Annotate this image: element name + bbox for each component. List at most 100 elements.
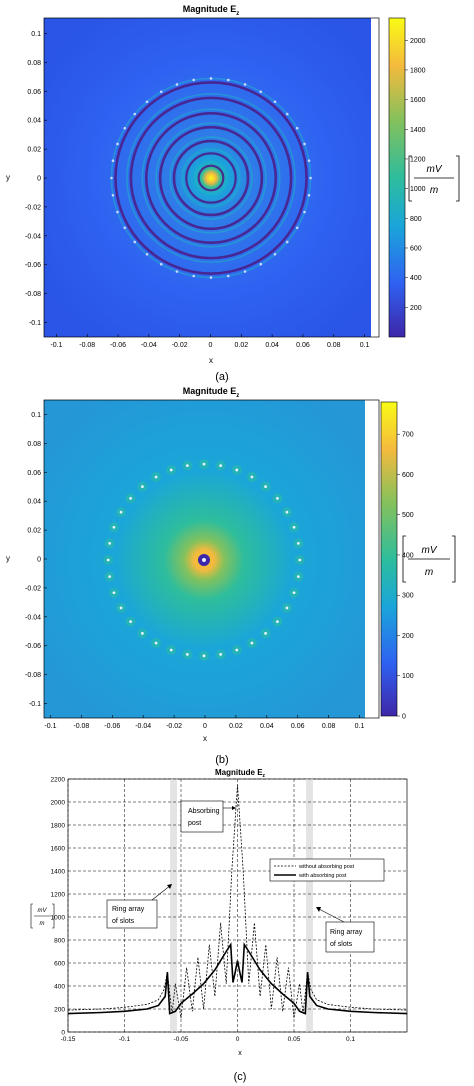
slot — [111, 159, 115, 163]
y-tick-label: -0.02 — [25, 585, 41, 592]
slot — [192, 78, 196, 82]
y-tick-label: 0 — [61, 1030, 65, 1037]
unit-label-a: mV m — [408, 155, 460, 202]
colorbar-tick-label: 400 — [402, 552, 414, 559]
y-tick-label: 1200 — [51, 892, 66, 899]
x-tick-label: -0.06 — [110, 342, 126, 349]
slot — [145, 100, 149, 104]
slot — [243, 270, 247, 273]
y-tick-label: 0 — [37, 557, 41, 564]
absorbing-post-center — [202, 558, 206, 562]
svg-text:mV: mV — [422, 545, 438, 556]
colorbar-tick-label: 2000 — [410, 38, 426, 45]
y-tick-label: 1600 — [51, 846, 66, 853]
y-tick-label: -0.08 — [25, 291, 41, 298]
x-tick-label: -0.02 — [172, 342, 188, 349]
x-tick-label: -0.08 — [79, 342, 95, 349]
svg-text:Absorbing: Absorbing — [188, 808, 220, 815]
x-tick-label: 0.06 — [296, 342, 310, 349]
slot — [116, 210, 119, 214]
slot — [159, 262, 163, 266]
colorbar-b — [380, 401, 398, 717]
y-tick-label: 200 — [54, 1007, 65, 1014]
slot — [296, 541, 300, 545]
colorbar-ticks-b: 700 600 500 400 300 200 100 0 — [397, 432, 414, 721]
slot-band-right — [306, 779, 313, 1032]
y-tick-label: 0.02 — [27, 147, 41, 154]
slot — [276, 497, 279, 500]
x-tick-label: 0.1 — [355, 723, 365, 730]
svg-text:Ring array: Ring array — [112, 906, 145, 913]
y-tick-label: 600 — [54, 961, 65, 968]
slot-ring-a — [110, 77, 312, 279]
plot-frame-a — [43, 17, 380, 338]
y-tick-label: 0.06 — [27, 89, 41, 96]
slot — [219, 652, 223, 656]
y-tick-label: 0.06 — [27, 470, 41, 477]
slot — [285, 606, 289, 610]
annotation-absorbing-post: Absorbing post — [180, 800, 236, 833]
slot — [123, 226, 127, 230]
svg-text:Ring array: Ring array — [330, 929, 363, 936]
panel-b-title: Magnitude Ez — [183, 386, 240, 399]
x-tick-label: -0.1 — [119, 1036, 131, 1043]
slot — [141, 485, 144, 488]
slot — [226, 78, 230, 82]
x-tick-label: 0.1 — [360, 342, 370, 349]
slot — [192, 274, 196, 278]
colorbar-tick-label: 1400 — [410, 127, 426, 134]
unit-label-c: mV m — [30, 903, 55, 929]
x-tick-label: -0.15 — [61, 1036, 76, 1043]
y-tick-label: -0.1 — [29, 701, 41, 708]
colorbar-tick-label: 200 — [402, 633, 414, 640]
y-tick-label: 2000 — [51, 800, 66, 807]
slot — [133, 112, 137, 116]
x-tick-label: 0.05 — [288, 1036, 301, 1043]
annotation-ring-right: Ring array of slots — [316, 907, 375, 953]
y-tick-label: -0.08 — [25, 672, 41, 679]
panel-c: Magnitude Ez -0.15 -0.1 -0.05 0 0.05 0.1 2200… — [30, 768, 408, 1083]
colorbar-tick-label: 600 — [410, 245, 422, 252]
slot — [119, 510, 123, 514]
x-ticks-a: -0.1 -0.08 -0.06 -0.04 -0.02 0 0.02 0.04 0.06 0.0… — [50, 334, 370, 349]
slot — [154, 641, 158, 645]
slot — [129, 497, 132, 500]
colorbar-tick-label: 1200 — [410, 156, 426, 163]
colorbar-tick-label: 100 — [402, 673, 414, 680]
slot — [273, 252, 277, 256]
slot — [303, 210, 306, 214]
svg-text:of slots: of slots — [112, 918, 135, 925]
y-tick-label: -0.06 — [25, 262, 41, 269]
slot — [226, 274, 230, 278]
slot — [123, 126, 127, 130]
slot — [112, 591, 116, 595]
slot — [209, 77, 213, 80]
standing-wave-ring-halo — [169, 136, 253, 220]
legend-item-with: with absorbing post — [298, 873, 347, 879]
standing-wave-ring — [172, 139, 250, 217]
y-tick-label: 0.08 — [27, 60, 41, 67]
standing-wave-ring — [158, 125, 264, 231]
x-tick-label: 0 — [203, 723, 207, 730]
slot — [159, 90, 163, 94]
slot — [133, 240, 137, 244]
y-tick-label: 0.1 — [31, 412, 41, 419]
y-tick-label: 0.1 — [31, 31, 41, 38]
colorbar-tick-label: 1800 — [410, 67, 426, 74]
slot — [169, 468, 173, 472]
slot — [154, 475, 158, 479]
y-tick-label: -0.02 — [25, 204, 41, 211]
legend-item-without: without absorbing post — [298, 864, 355, 870]
unit-label-b: mV m — [402, 535, 456, 583]
slot — [259, 262, 263, 266]
panel-b: Magnitude Ez -0.1 -0.08 -0.06 -0.04 -0.02 0 0.… — [6, 386, 456, 766]
slot — [309, 176, 312, 180]
slot — [295, 226, 299, 230]
colorbar-tick-label: 500 — [402, 512, 414, 519]
x-tick-label: -0.06 — [104, 723, 120, 730]
standing-wave-ring — [114, 81, 308, 275]
standing-wave-ring — [129, 96, 293, 260]
slot — [259, 90, 263, 94]
colorbar-tick-label: 0 — [402, 714, 406, 721]
slot — [296, 575, 300, 579]
